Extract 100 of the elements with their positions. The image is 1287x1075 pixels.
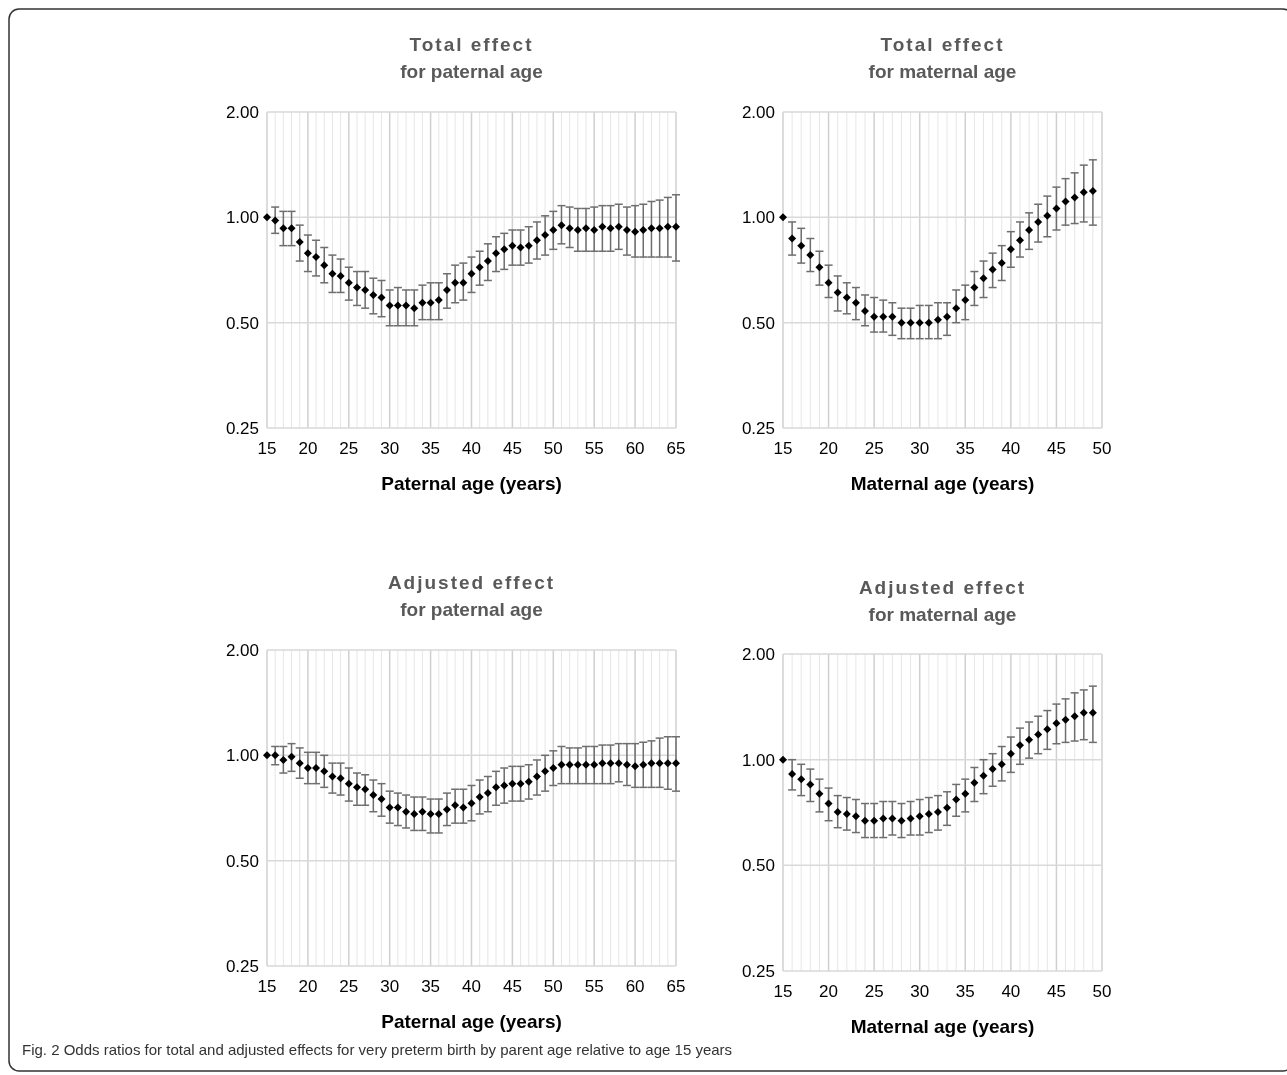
x-tick-label: 45	[1046, 982, 1066, 1001]
point	[590, 226, 599, 234]
x-tick-label: 50	[1092, 982, 1112, 1001]
point	[943, 803, 952, 812]
point	[418, 298, 427, 307]
x-tick-label: 45	[1046, 439, 1066, 458]
point	[369, 290, 378, 299]
point	[1079, 188, 1088, 197]
y-tick-label: 0.25	[225, 419, 259, 438]
chart-subtitle: for paternal age	[400, 61, 543, 82]
point	[483, 789, 492, 798]
point	[663, 222, 672, 231]
point	[271, 751, 280, 760]
point	[1052, 719, 1061, 728]
point	[906, 814, 915, 823]
chart-subtitle: for maternal age	[868, 61, 1017, 82]
point	[639, 226, 648, 234]
point	[1015, 236, 1024, 245]
point	[532, 772, 541, 781]
y-tick-label: 1.00	[741, 208, 775, 228]
point	[1034, 730, 1043, 739]
point	[352, 783, 361, 792]
point	[361, 785, 370, 794]
chart-title: Adjusted effect	[858, 577, 1027, 598]
point	[943, 312, 952, 321]
point	[475, 263, 484, 272]
point	[508, 779, 517, 788]
point	[1061, 197, 1070, 206]
y-tick-label: 2.00	[741, 645, 775, 664]
point	[549, 226, 558, 234]
point	[344, 278, 353, 287]
point	[402, 807, 411, 816]
point	[557, 221, 566, 230]
point	[434, 296, 443, 305]
x-tick-label: 20	[298, 439, 318, 458]
point	[303, 249, 312, 258]
point	[979, 274, 988, 283]
point	[897, 816, 906, 825]
chart-subtitle: for maternal age	[868, 604, 1017, 625]
x-tick-label: 25	[864, 439, 884, 458]
point	[402, 301, 411, 310]
point	[303, 764, 312, 772]
point	[806, 251, 815, 260]
point	[336, 271, 345, 280]
point	[647, 224, 656, 233]
chart-title: Total effect	[880, 34, 1005, 55]
point	[320, 261, 329, 270]
point	[979, 771, 988, 780]
point	[573, 226, 582, 234]
point	[631, 762, 640, 771]
point	[622, 760, 631, 769]
point	[655, 759, 664, 768]
point	[1043, 211, 1052, 220]
point	[492, 249, 501, 258]
point	[590, 760, 599, 769]
point	[997, 760, 1006, 769]
x-tick-label: 30	[380, 439, 400, 458]
y-tick-label: 1.00	[741, 750, 775, 770]
point	[1006, 749, 1015, 758]
point	[295, 238, 304, 247]
point	[663, 759, 672, 768]
point	[442, 805, 451, 814]
y-tick-label: 1.00	[225, 746, 259, 766]
x-tick-label: 20	[819, 439, 839, 458]
point	[271, 216, 280, 225]
x-tick-label: 55	[584, 977, 604, 996]
x-tick-label: 50	[1092, 439, 1112, 458]
point	[385, 301, 394, 310]
point	[879, 814, 888, 823]
x-tick-label: 35	[955, 439, 975, 458]
point	[598, 222, 607, 231]
x-tick-label: 35	[955, 982, 975, 1001]
point	[924, 810, 933, 819]
point	[797, 775, 806, 784]
y-tick-label: 2.00	[225, 103, 259, 122]
chart-title: Total effect	[409, 34, 534, 55]
x-tick-label: 40	[462, 977, 481, 996]
point	[961, 789, 970, 798]
point	[1088, 186, 1097, 195]
point	[434, 809, 443, 818]
point	[361, 285, 370, 294]
point	[426, 809, 435, 818]
point	[598, 759, 607, 768]
point	[952, 304, 961, 313]
point	[933, 315, 942, 324]
x-tick-label: 40	[462, 439, 481, 458]
point	[614, 222, 623, 231]
point	[915, 812, 924, 821]
point	[788, 234, 797, 243]
point	[1052, 204, 1061, 213]
x-tick-label: 25	[339, 977, 359, 996]
x-tick-label: 60	[625, 439, 645, 458]
point	[1070, 193, 1079, 202]
x-tick-label: 45	[502, 439, 522, 458]
point	[328, 269, 337, 278]
point	[377, 795, 386, 804]
point	[524, 241, 533, 250]
x-tick-label: 20	[298, 977, 318, 996]
point	[906, 318, 915, 327]
point	[924, 318, 933, 327]
